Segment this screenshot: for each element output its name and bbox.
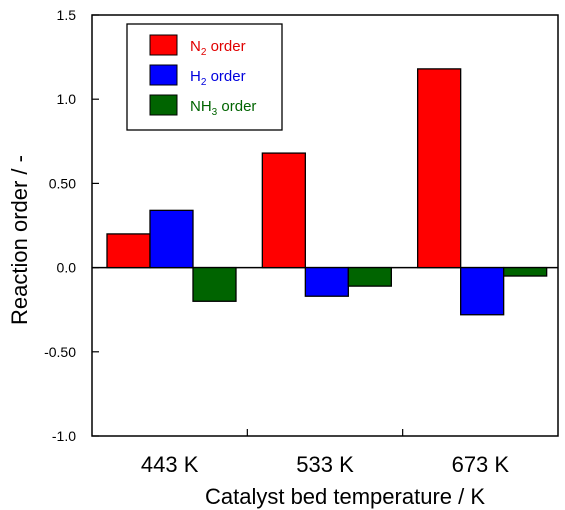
bar-n2-order — [106, 233, 151, 269]
bar-n2-order — [261, 152, 306, 269]
bar-nh3-order — [503, 266, 548, 277]
x-axis-ticks: 443 K 533 K 673 K — [141, 429, 509, 477]
bar-n2-order — [417, 68, 462, 269]
legend-label: N2 order — [190, 38, 246, 58]
plot-area — [91, 14, 559, 437]
legend-label: NH3 order — [190, 98, 256, 118]
y-tick-label: -0.50 — [44, 344, 76, 360]
bar-nh3-order — [347, 266, 392, 287]
bar-h2-order — [149, 209, 194, 269]
bar-h2-order — [304, 266, 349, 297]
x-tick-label: 673 K — [452, 452, 510, 477]
legend-swatch — [149, 34, 178, 56]
bar-nh3-order — [192, 266, 237, 302]
x-axis-title: Catalyst bed temperature / K — [205, 484, 485, 509]
y-tick-label: -1.0 — [52, 428, 76, 444]
legend: N2 order H2 order NH3 order — [126, 23, 283, 131]
y-tick-label: 0.0 — [57, 260, 77, 276]
legend-swatch — [149, 64, 178, 86]
y-tick-label: 1.0 — [57, 91, 77, 107]
y-tick-label: 1.5 — [57, 7, 77, 23]
y-axis-ticks: -1.0 -0.50 0.0 0.50 1.0 1.5 — [44, 7, 99, 444]
legend-swatch — [149, 94, 178, 116]
x-tick-label: 443 K — [141, 452, 199, 477]
y-axis-title: Reaction order / - — [7, 155, 32, 325]
plot-frame — [91, 14, 559, 437]
x-tick-label: 533 K — [296, 452, 354, 477]
bar-h2-order — [460, 266, 505, 316]
y-tick-label: 0.50 — [49, 175, 76, 191]
legend-label: H2 order — [190, 68, 246, 88]
